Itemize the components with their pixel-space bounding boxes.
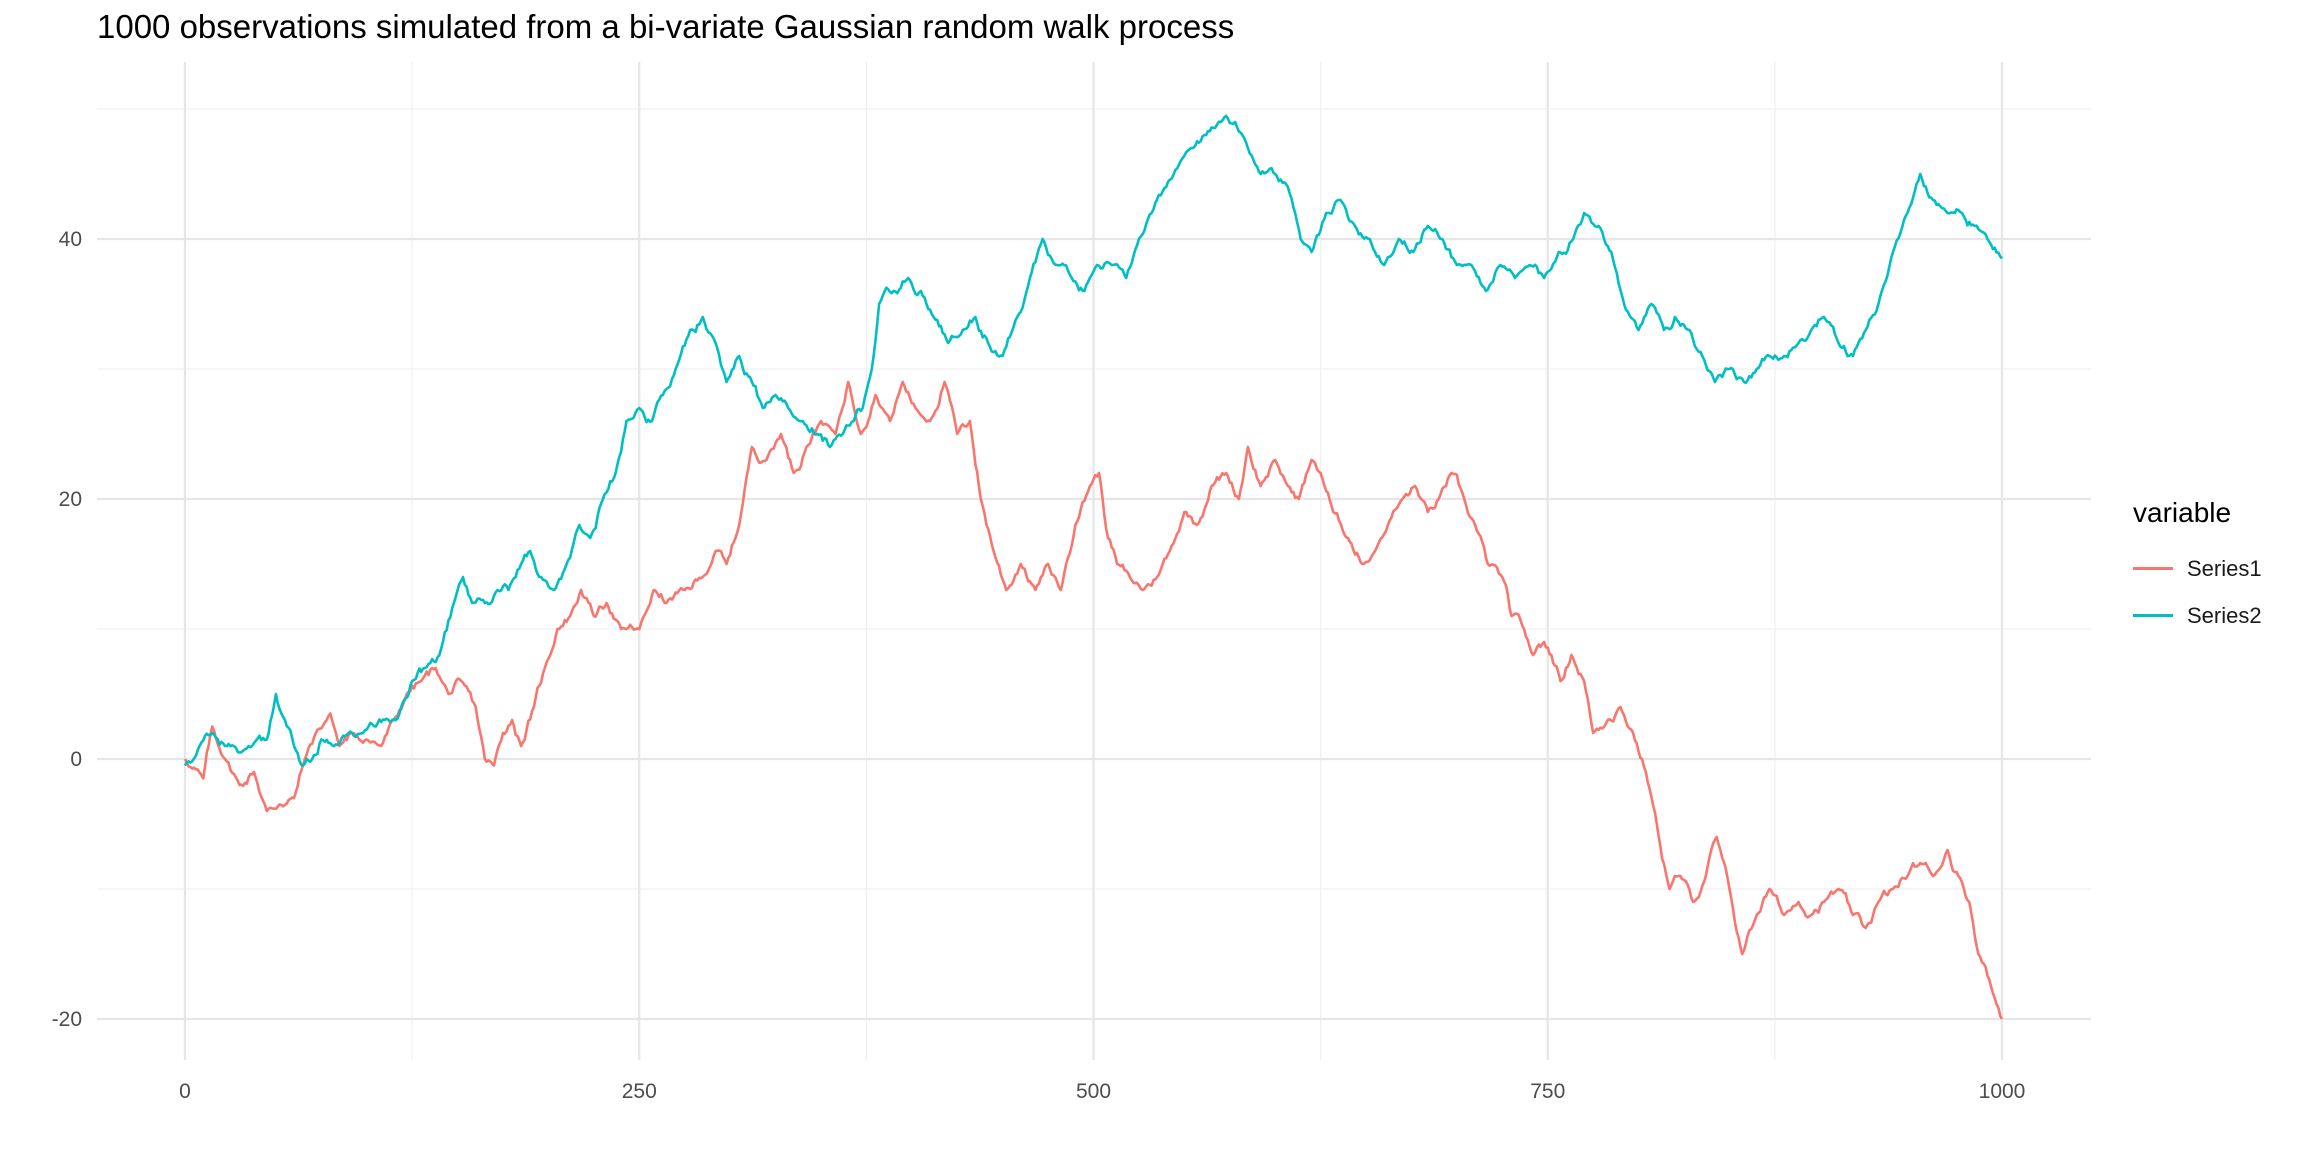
major-grid: [97, 62, 2091, 1060]
legend-key-series2: [2133, 614, 2173, 617]
legend-label-series1: Series1: [2187, 555, 2262, 581]
legend-item-series2: Series2: [2133, 592, 2262, 639]
x-tick-label: 1000: [1979, 1080, 2026, 1103]
y-tick-label: -20: [52, 1008, 82, 1031]
chart-title: 1000 observations simulated from a bi-va…: [97, 8, 1235, 45]
series-lines: [183, 114, 2004, 1020]
series-line-series1: [183, 380, 2004, 1020]
series-line-series2: [183, 114, 2003, 767]
legend-title: variable: [2133, 497, 2232, 528]
y-tick-label: 0: [70, 748, 82, 771]
x-tick-label: 250: [622, 1080, 657, 1103]
y-tick-label: 40: [59, 228, 82, 251]
x-tick-label: 0: [179, 1080, 191, 1103]
x-tick-label: 500: [1076, 1080, 1111, 1103]
x-tick-label: 750: [1530, 1080, 1565, 1103]
legend-label-series2: Series2: [2187, 602, 2262, 628]
legend-key-series1: [2133, 567, 2173, 570]
y-axis-tick-labels: -20 0 20 40: [52, 228, 82, 1031]
legend-item-series1: Series1: [2133, 545, 2262, 592]
x-axis-tick-labels: 0 250 500 750 1000: [179, 1080, 2025, 1103]
legend: variable Series1 Series2: [2133, 497, 2262, 639]
y-tick-label: 20: [59, 488, 82, 511]
